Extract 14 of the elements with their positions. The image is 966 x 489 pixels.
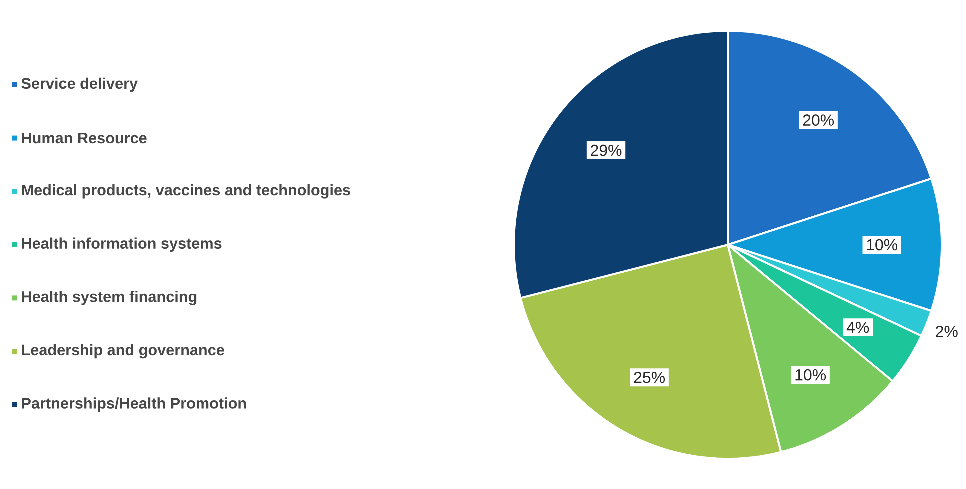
legend-label: Medical products, vaccines and technologies xyxy=(22,184,350,199)
data-label: 10% xyxy=(796,369,826,381)
data-label: 25% xyxy=(634,372,666,384)
data-label: 29% xyxy=(591,144,622,156)
legend-label: Health information systems xyxy=(22,238,222,252)
data-label: 4% xyxy=(846,322,870,334)
data-label: 20% xyxy=(803,114,834,126)
legend-label: Leadership and governance xyxy=(22,344,224,359)
data-label: 10% xyxy=(867,239,898,251)
legend-label: Health system financing xyxy=(22,291,197,306)
legend-label: Service delivery xyxy=(22,78,138,92)
data-label: 2% xyxy=(936,326,958,338)
legend-label: Partnerships/Health Promotion xyxy=(22,398,246,412)
legend-label: Human Resource xyxy=(22,132,147,144)
